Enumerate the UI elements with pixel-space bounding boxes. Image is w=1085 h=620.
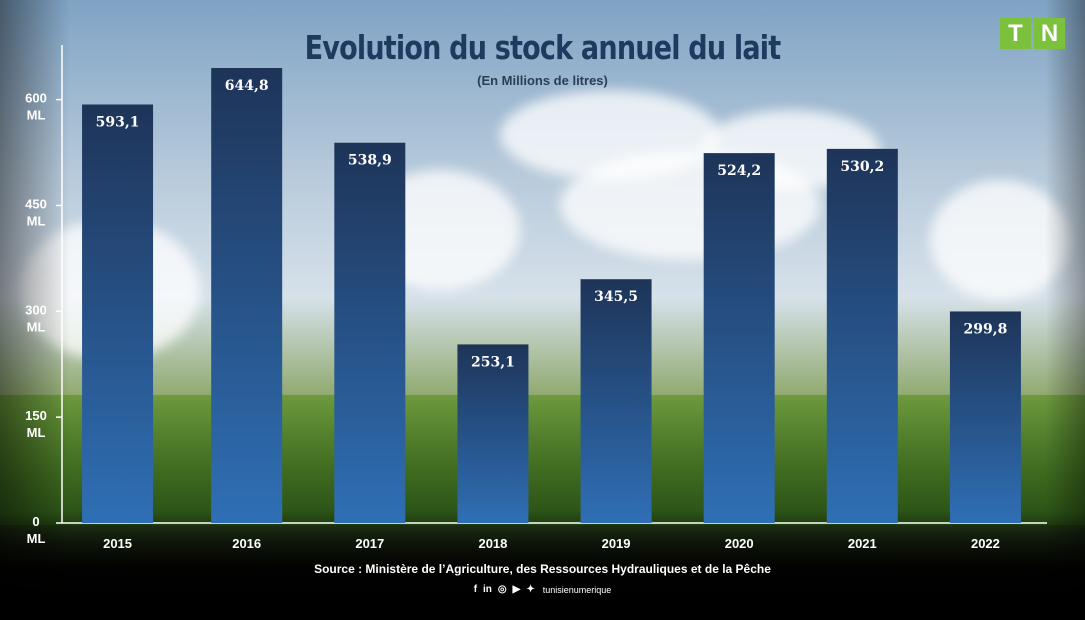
y-tick-label: 300	[25, 302, 47, 317]
y-tick-unit: ML	[27, 108, 46, 123]
y-tick-label: 600	[25, 91, 47, 106]
bar-value-label: 299,8	[964, 321, 1008, 337]
chart-title: Evolution du stock annuel du lait	[304, 28, 782, 67]
y-tick-unit: ML	[27, 213, 46, 228]
bar	[580, 279, 652, 523]
chart-subtitle: (En Millions de litres)	[477, 73, 608, 88]
y-tick-unit: ML	[27, 319, 46, 334]
bar-value-label: 530,2	[840, 159, 884, 175]
social-bar: f in ◎ ▶ ✦ tunisienumerique	[0, 584, 1085, 595]
bar-value-label: 253,1	[471, 354, 515, 370]
bar-value-label: 345,5	[594, 289, 638, 305]
linkedin-icon[interactable]: in	[483, 584, 492, 595]
bar-value-label: 524,2	[717, 163, 761, 179]
bar	[457, 344, 529, 523]
x-tick-label: 2019	[602, 536, 631, 551]
source-note: Source : Ministère de l’Agriculture, des…	[314, 562, 771, 576]
bar-value-label: 538,9	[348, 153, 392, 169]
bar	[334, 142, 406, 523]
bar-value-label: 644,8	[225, 78, 269, 94]
bar	[211, 68, 283, 523]
bar-value-label: 593,1	[96, 114, 140, 130]
youtube-icon[interactable]: ▶	[512, 584, 521, 595]
x-tick-label: 2021	[848, 536, 877, 551]
x-tick-label: 2017	[355, 536, 384, 551]
logo-letter-t: T	[1000, 18, 1031, 49]
x-tick-label: 2016	[232, 536, 261, 551]
bar	[82, 104, 154, 524]
y-tick-unit: ML	[27, 425, 46, 440]
y-tick-label: 150	[25, 408, 47, 423]
instagram-icon[interactable]: ◎	[497, 584, 507, 595]
x-tick-label: 2022	[971, 536, 1000, 551]
x-tick-label: 2018	[478, 536, 507, 551]
bar	[949, 311, 1021, 523]
facebook-icon[interactable]: f	[473, 584, 478, 595]
bar	[826, 148, 898, 523]
y-tick-label: 450	[25, 196, 47, 211]
y-tick-label: 0	[32, 514, 39, 529]
tn-logo: T N	[1000, 18, 1065, 49]
x-tick-label: 2015	[103, 536, 132, 551]
x-tick-label: 2020	[725, 536, 754, 551]
social-handle[interactable]: tunisienumerique	[542, 584, 612, 595]
twitter-icon[interactable]: ✦	[526, 584, 535, 595]
logo-letter-n: N	[1034, 18, 1065, 49]
bar	[703, 153, 775, 524]
y-tick-unit: ML	[27, 531, 46, 546]
